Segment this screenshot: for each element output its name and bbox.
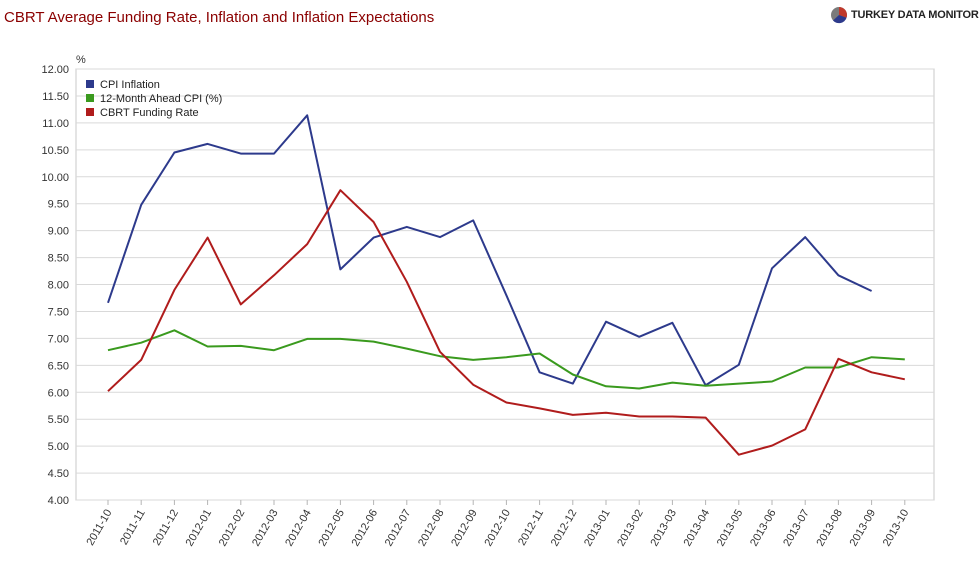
y-tick-label: 10.50 [41, 145, 69, 157]
x-tick-label: 2012-05 [316, 508, 347, 549]
series-line-1 [107, 329, 905, 390]
brand-name: TURKEY DATA MONITOR [851, 9, 979, 21]
y-tick-label: 6.00 [48, 387, 69, 399]
y-tick-label: 8.00 [48, 280, 69, 292]
y-tick-label: 10.00 [41, 172, 69, 184]
x-tick-label: 2012-08 [416, 508, 447, 549]
x-tick-label: 2013-06 [748, 508, 779, 549]
x-tick-label: 2013-03 [648, 508, 679, 549]
x-tick-label: 2012-06 [350, 508, 381, 549]
series-line-2 [107, 189, 906, 456]
x-tick-label: 2011-12 [151, 508, 181, 548]
x-tick-label: 2013-10 [881, 508, 912, 549]
y-tick-label: 7.50 [48, 306, 69, 318]
y-tick-label: 4.50 [48, 468, 69, 480]
legend-swatch [86, 94, 94, 102]
x-tick-label: 2012-01 [184, 508, 215, 549]
x-tick-label: 2012-10 [482, 508, 513, 549]
legend-label: 12-Month Ahead CPI (%) [100, 93, 222, 105]
x-tick-label: 2012-09 [449, 508, 480, 549]
y-tick-label: 11.50 [42, 91, 69, 103]
x-tick-label: 2013-09 [848, 508, 879, 549]
y-tick-label: 12.00 [41, 64, 69, 76]
y-tick-label: 7.00 [48, 333, 69, 345]
pie-logo-icon [831, 6, 848, 24]
x-tick-label: 2012-04 [283, 508, 314, 549]
legend-label: CPI Inflation [100, 79, 160, 91]
x-tick-label: 2013-08 [814, 508, 845, 549]
y-tick-label: 4.00 [48, 495, 69, 507]
axes: 4.00 4.50 5.00 5.50 6.00 6.50 7.00 7.50 8.00 8.50… [41, 54, 911, 548]
x-tick-label: 2011-10 [84, 508, 114, 548]
x-tick-label: 2013-02 [615, 508, 646, 549]
series-lines [107, 114, 906, 456]
x-tick-label: 2013-07 [781, 508, 812, 549]
y-tick-label: 11.00 [42, 118, 69, 130]
x-tick-label: 2012-03 [250, 508, 281, 549]
y-tick-label: 5.00 [48, 441, 69, 453]
y-tick-label: 9.00 [48, 226, 69, 238]
y-tick-label: 5.50 [48, 414, 69, 426]
series-line-0 [107, 114, 873, 387]
brand-logo: TURKEY DATA MONITOR [830, 6, 979, 24]
grid-lines [75, 68, 935, 501]
legend: CPI Inflation 12-Month Ahead CPI (%) CBRT … [86, 79, 222, 119]
y-tick-label: 8.50 [48, 253, 69, 265]
x-tick-label: 2013-04 [682, 508, 713, 549]
y-tick-label: 6.50 [48, 360, 69, 372]
legend-swatch [86, 80, 94, 88]
x-tick-label: 2011-11 [118, 508, 148, 548]
legend-label: CBRT Funding Rate [100, 107, 199, 119]
x-tick-label: 2012-07 [383, 508, 414, 549]
x-tick-label: 2012-12 [549, 508, 580, 549]
x-tick-label: 2013-05 [715, 508, 746, 549]
x-tick-label: 2012-11 [516, 508, 546, 548]
x-tick-label: 2013-01 [582, 508, 613, 549]
y-unit-label: % [76, 54, 86, 66]
x-tick-label: 2012-02 [217, 508, 248, 549]
legend-swatch [86, 108, 94, 116]
chart-title: CBRT Average Funding Rate, Inflation and… [4, 9, 435, 26]
y-tick-label: 9.50 [48, 199, 69, 211]
